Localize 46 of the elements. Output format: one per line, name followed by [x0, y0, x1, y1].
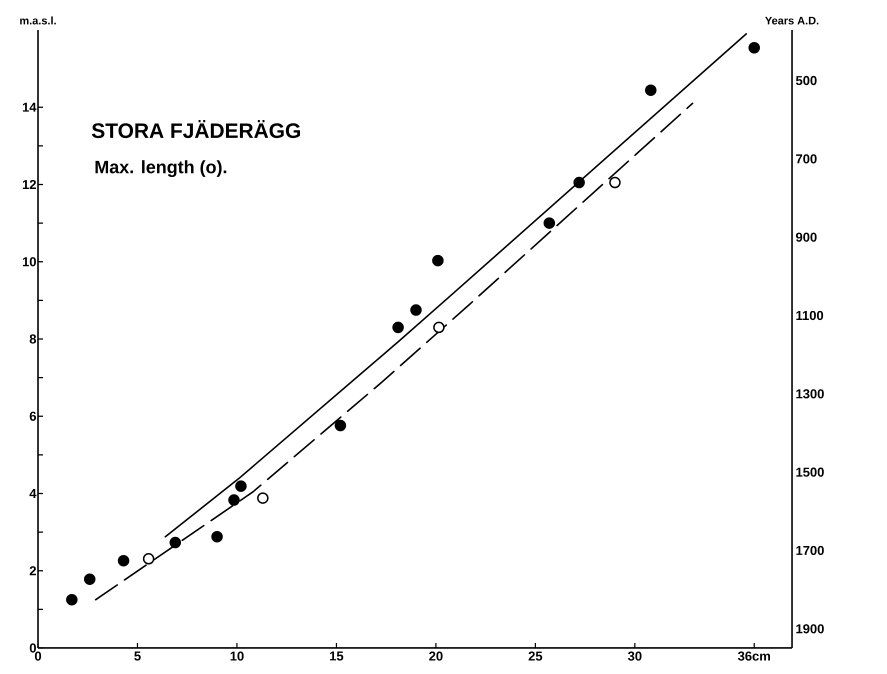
y-tick-label: 8	[30, 334, 36, 344]
point	[118, 554, 130, 566]
y2-tick-label: 1900	[796, 624, 824, 634]
y-tick-label: 12	[22, 180, 36, 190]
point	[228, 494, 240, 506]
y-tick-label: 2	[30, 566, 36, 576]
y2-tick-label: 1300	[796, 389, 824, 398]
y2-tick-label: 1100	[796, 310, 824, 320]
point	[645, 84, 657, 96]
point	[334, 420, 346, 432]
y2-tick-label: 1700	[796, 546, 824, 556]
y2-tick-label: 700	[796, 154, 817, 164]
y-axis-title: m.a.s.l.	[20, 16, 56, 24]
point	[433, 322, 445, 334]
x-tick-label: 15	[330, 652, 344, 661]
y2-axis-title: Years A.D.	[765, 16, 818, 24]
point	[66, 594, 78, 606]
x-tick-label: 20	[429, 652, 443, 661]
y2-tick-label: 1500	[796, 468, 824, 477]
point	[257, 492, 269, 504]
point	[170, 536, 182, 548]
text: STORA FJÄDERÄGG	[92, 120, 300, 138]
point	[211, 530, 223, 542]
y-tick-label: 14	[22, 102, 36, 112]
point	[544, 217, 556, 229]
x-tick-label: 10	[230, 652, 244, 661]
x-tick-label: 25	[528, 652, 542, 661]
text: Max. length (o).	[96, 160, 226, 177]
y-tick-label: 0	[30, 643, 36, 653]
y-tick-label: 10	[22, 257, 36, 266]
point	[573, 176, 585, 188]
y-tick-label: 6	[30, 412, 36, 421]
point	[392, 322, 404, 334]
x-tick-label: 30	[628, 652, 642, 661]
point	[432, 254, 444, 266]
x-tick-label: 36cm	[738, 652, 770, 661]
point	[235, 480, 247, 492]
point	[609, 176, 621, 188]
point	[142, 553, 154, 565]
y-tick-label: 4	[29, 489, 36, 498]
y2-tick-label: 900	[796, 232, 817, 242]
y2-tick-label: 500	[796, 76, 817, 86]
x-tick-label: 5	[134, 652, 141, 661]
point	[748, 42, 760, 54]
point	[410, 304, 422, 316]
point	[84, 573, 96, 585]
